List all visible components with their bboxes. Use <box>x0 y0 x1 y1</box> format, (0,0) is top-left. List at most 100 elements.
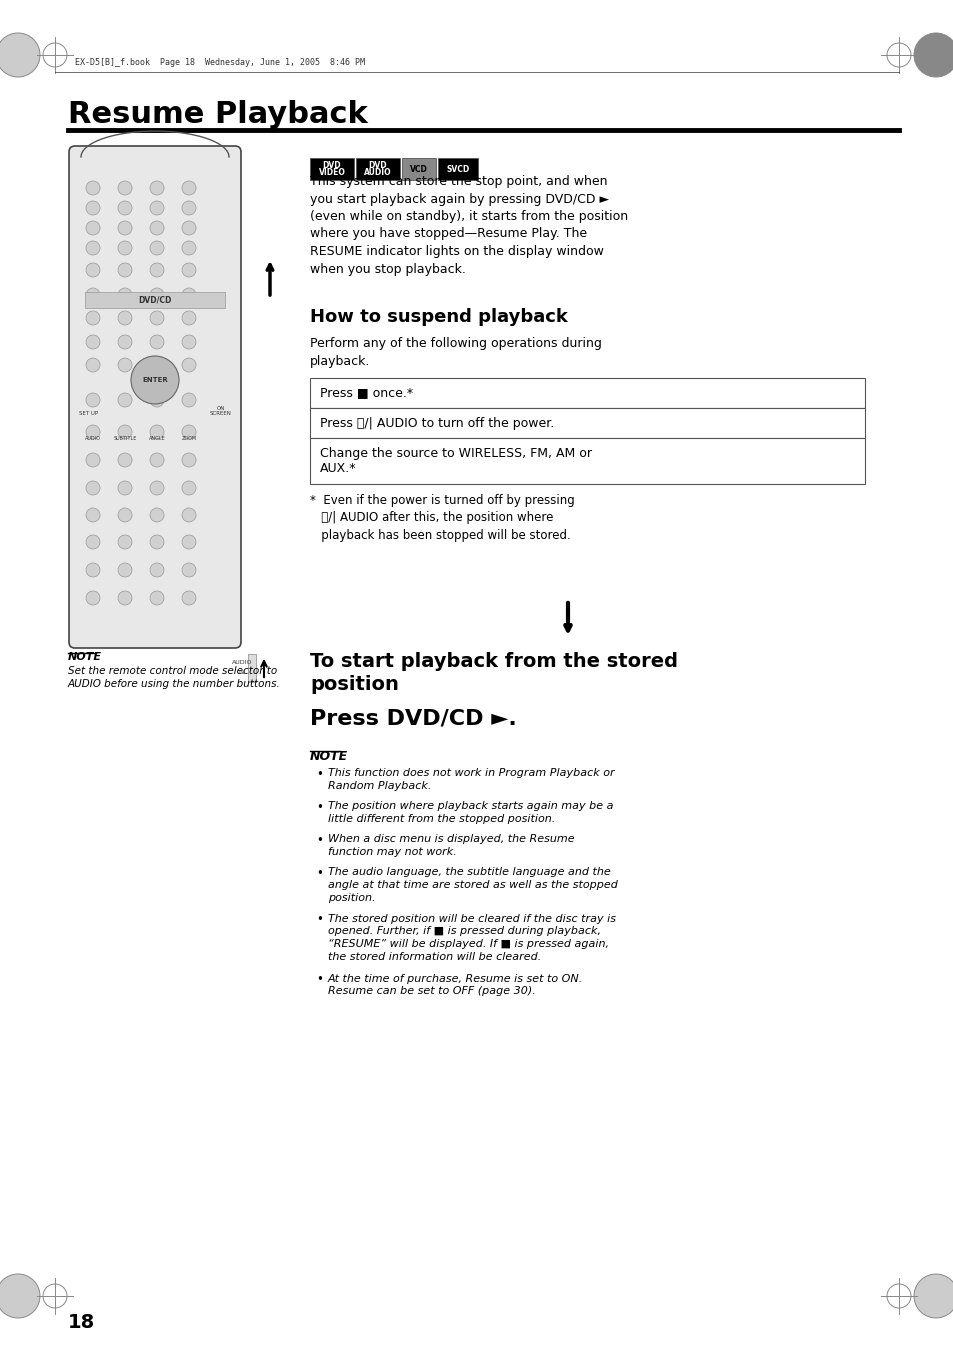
Circle shape <box>150 358 164 372</box>
Text: •: • <box>315 974 322 986</box>
Text: •: • <box>315 767 322 781</box>
Text: SUBTITLE: SUBTITLE <box>113 436 136 440</box>
Circle shape <box>150 240 164 255</box>
Circle shape <box>86 288 100 303</box>
Text: SET UP: SET UP <box>79 411 98 416</box>
Bar <box>310 438 864 484</box>
Text: DVD/CD: DVD/CD <box>138 296 172 304</box>
Text: The position where playback starts again may be a
little different from the stop: The position where playback starts again… <box>328 801 613 824</box>
Text: Press ⏻/| AUDIO to turn off the power.: Press ⏻/| AUDIO to turn off the power. <box>319 416 554 430</box>
Circle shape <box>150 563 164 577</box>
Text: How to suspend playback: How to suspend playback <box>310 308 567 326</box>
Circle shape <box>150 453 164 467</box>
Circle shape <box>118 535 132 549</box>
Circle shape <box>86 240 100 255</box>
Circle shape <box>182 358 195 372</box>
Text: VCD: VCD <box>410 165 428 173</box>
Text: Press DVD/CD ►.: Press DVD/CD ►. <box>310 708 517 728</box>
Text: SVCD: SVCD <box>446 165 469 173</box>
Text: Resume Playback: Resume Playback <box>68 100 367 128</box>
Text: ZOOM: ZOOM <box>181 436 196 440</box>
Circle shape <box>150 335 164 349</box>
Circle shape <box>86 201 100 215</box>
Text: AUDIO: AUDIO <box>85 436 101 440</box>
Circle shape <box>182 181 195 195</box>
Circle shape <box>182 590 195 605</box>
Text: ANGLE: ANGLE <box>149 436 165 440</box>
Text: When a disc menu is displayed, the Resume
function may not work.: When a disc menu is displayed, the Resum… <box>328 834 574 857</box>
Text: •: • <box>315 913 322 927</box>
Circle shape <box>182 263 195 277</box>
Circle shape <box>182 393 195 407</box>
Circle shape <box>150 181 164 195</box>
Circle shape <box>118 201 132 215</box>
Circle shape <box>86 535 100 549</box>
Text: NOTE: NOTE <box>68 653 102 662</box>
Circle shape <box>118 335 132 349</box>
Circle shape <box>118 263 132 277</box>
Circle shape <box>86 358 100 372</box>
Text: This system can store the stop point, and when
you start playback again by press: This system can store the stop point, an… <box>310 176 627 276</box>
Text: To start playback from the stored
position: To start playback from the stored positi… <box>310 653 678 694</box>
Circle shape <box>182 508 195 521</box>
Circle shape <box>86 426 100 439</box>
Circle shape <box>86 481 100 494</box>
Circle shape <box>86 393 100 407</box>
Circle shape <box>182 481 195 494</box>
Circle shape <box>0 32 40 77</box>
Bar <box>401 158 436 180</box>
Circle shape <box>150 201 164 215</box>
Circle shape <box>118 311 132 326</box>
Text: Perform any of the following operations during
playback.: Perform any of the following operations … <box>310 336 601 367</box>
Circle shape <box>118 426 132 439</box>
Circle shape <box>182 563 195 577</box>
Text: The stored position will be cleared if the disc tray is
opened. Further, if ■ is: The stored position will be cleared if t… <box>328 913 616 962</box>
Circle shape <box>150 590 164 605</box>
Text: •: • <box>315 867 322 880</box>
Text: Press ■ once.*: Press ■ once.* <box>319 386 413 400</box>
Circle shape <box>118 590 132 605</box>
Circle shape <box>150 508 164 521</box>
Circle shape <box>182 335 195 349</box>
Circle shape <box>182 426 195 439</box>
Circle shape <box>86 453 100 467</box>
Circle shape <box>182 222 195 235</box>
Text: 18: 18 <box>68 1313 95 1332</box>
Bar <box>437 158 477 180</box>
Text: Set the remote control mode selector to
AUDIO before using the number buttons.: Set the remote control mode selector to … <box>68 666 280 689</box>
Text: TV: TV <box>237 670 246 676</box>
Circle shape <box>913 1274 953 1319</box>
Circle shape <box>86 590 100 605</box>
Text: •: • <box>315 801 322 815</box>
Circle shape <box>150 222 164 235</box>
Circle shape <box>118 393 132 407</box>
Circle shape <box>182 288 195 303</box>
Circle shape <box>86 335 100 349</box>
Circle shape <box>118 288 132 303</box>
Text: DVD
AUDIO: DVD AUDIO <box>364 161 392 177</box>
Circle shape <box>86 222 100 235</box>
Bar <box>85 292 225 308</box>
Text: Change the source to WIRELESS, FM, AM or
AUX.*: Change the source to WIRELESS, FM, AM or… <box>319 446 592 476</box>
Circle shape <box>86 311 100 326</box>
Circle shape <box>131 357 179 404</box>
Circle shape <box>86 181 100 195</box>
Bar <box>310 378 864 408</box>
Circle shape <box>86 263 100 277</box>
Text: *  Even if the power is turned off by pressing
   ⏻/| AUDIO after this, the posi: * Even if the power is turned off by pre… <box>310 494 574 542</box>
Text: AUDIO: AUDIO <box>232 661 252 665</box>
Circle shape <box>150 481 164 494</box>
Circle shape <box>118 508 132 521</box>
FancyBboxPatch shape <box>69 146 241 648</box>
Bar <box>355 158 399 180</box>
Circle shape <box>86 508 100 521</box>
Circle shape <box>150 311 164 326</box>
Circle shape <box>0 1274 40 1319</box>
Circle shape <box>182 535 195 549</box>
Circle shape <box>150 263 164 277</box>
Circle shape <box>182 240 195 255</box>
Text: •: • <box>315 834 322 847</box>
Text: At the time of purchase, Resume is set to ON.
Resume can be set to OFF (page 30): At the time of purchase, Resume is set t… <box>328 974 582 996</box>
Bar <box>310 408 864 438</box>
Circle shape <box>118 240 132 255</box>
